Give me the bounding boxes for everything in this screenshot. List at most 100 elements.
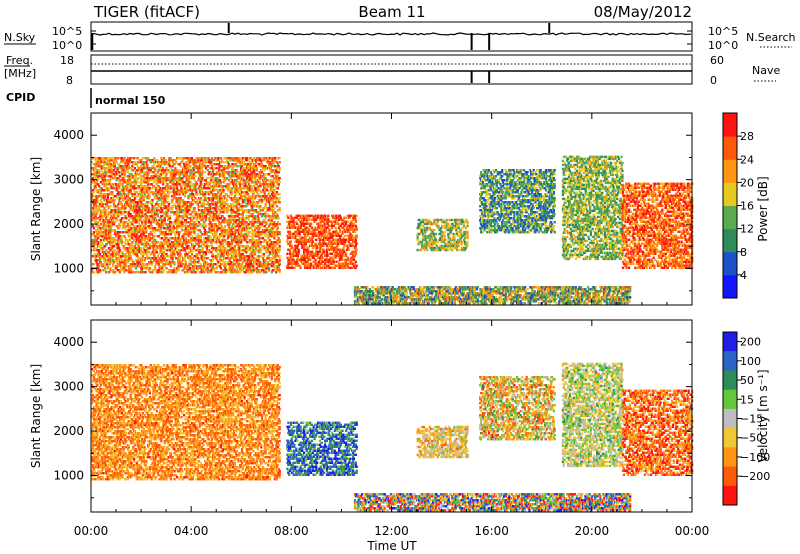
noise-right-tick-low: 10^0 xyxy=(708,39,738,52)
heatmap-cell xyxy=(203,203,205,205)
heatmap-cell xyxy=(93,227,95,229)
heatmap-cell xyxy=(93,191,95,193)
freq-panel: Freq. [MHz] 18 8 60 0 Nave xyxy=(4,54,780,87)
beam-title: Beam 11 xyxy=(358,3,425,21)
heatmap-cell xyxy=(113,245,115,247)
heatmap-cell xyxy=(135,271,137,273)
heatmap-cell xyxy=(237,171,239,173)
heatmap-cell xyxy=(93,231,95,233)
heatmap-cell xyxy=(140,247,142,249)
heatmap-cell xyxy=(220,181,222,183)
heatmap-cell xyxy=(180,165,182,167)
heatmap-cell xyxy=(265,173,267,175)
heatmap-cell xyxy=(123,245,125,247)
heatmap-cell xyxy=(93,271,95,273)
heatmap-cell xyxy=(152,199,154,201)
heatmap-cell xyxy=(259,205,261,207)
heatmap-cell xyxy=(205,225,207,227)
heatmap-cell xyxy=(125,217,127,219)
heatmap-cell xyxy=(118,171,120,173)
heatmap-cell xyxy=(153,157,155,159)
heatmap-cell xyxy=(109,267,111,269)
heatmap-cell xyxy=(173,253,175,255)
heatmap-cell xyxy=(145,271,147,273)
heatmap-cell xyxy=(114,199,116,201)
heatmap-cell xyxy=(96,259,98,261)
heatmap-cell xyxy=(249,235,251,237)
heatmap-cell xyxy=(169,215,171,217)
heatmap-cell xyxy=(105,271,107,273)
nave-label: Nave xyxy=(752,64,780,77)
heatmap-cell xyxy=(123,157,125,159)
heatmap-cell xyxy=(119,225,121,227)
freq-right-tick-high: 60 xyxy=(710,54,724,67)
heatmap-cell xyxy=(145,229,147,231)
heatmap-cell xyxy=(263,253,265,255)
power-heatmap xyxy=(91,156,693,305)
heatmap-cell xyxy=(201,169,203,171)
heatmap-cell xyxy=(168,203,170,205)
heatmap-cell xyxy=(223,189,225,191)
heatmap-cell xyxy=(204,171,206,173)
heatmap-cell xyxy=(113,187,115,189)
heatmap-cell xyxy=(98,169,100,171)
heatmap-cell xyxy=(192,203,194,205)
freq-left-label-1: Freq. xyxy=(6,54,33,67)
cpid-label: CPID xyxy=(6,91,35,104)
heatmap-cell xyxy=(187,217,189,219)
heatmap-cell xyxy=(119,231,121,233)
heatmap-cell xyxy=(99,253,101,255)
heatmap-cell xyxy=(195,211,197,213)
heatmap-cell xyxy=(154,235,156,237)
heatmap-cell xyxy=(196,183,198,185)
noise-left-tick-high: 10^5 xyxy=(52,25,82,38)
noise-left-label: N.Sky xyxy=(4,31,36,44)
heatmap-cell xyxy=(207,165,209,167)
heatmap-cell xyxy=(163,269,165,271)
heatmap-cell xyxy=(189,165,191,167)
freq-left-label-2: [MHz] xyxy=(4,67,36,80)
noise-right-tick-high: 10^5 xyxy=(708,25,738,38)
station-title: TIGER (fitACF) xyxy=(93,3,200,21)
heatmap-cell xyxy=(196,193,198,195)
heatmap-cell xyxy=(157,213,159,215)
heatmap-cell xyxy=(237,165,239,167)
heatmap-cell xyxy=(170,191,172,193)
heatmap-cell xyxy=(166,267,168,269)
heatmap-cell xyxy=(130,269,132,271)
freq-left-tick-high: 18 xyxy=(60,54,74,67)
heatmap-cell xyxy=(185,261,187,263)
heatmap-cell xyxy=(265,271,267,273)
heatmap-cell xyxy=(223,161,225,163)
heatmap-cell xyxy=(260,241,262,243)
heatmap-cell xyxy=(93,263,95,265)
heatmap-cell xyxy=(105,209,107,211)
heatmap-cell xyxy=(256,167,258,169)
heatmap-cell xyxy=(224,225,226,227)
heatmap-cell xyxy=(102,203,104,205)
heatmap-cell xyxy=(173,261,175,263)
freq-right-tick-low: 0 xyxy=(710,74,717,87)
heatmap-cell xyxy=(260,249,262,251)
heatmap-cell xyxy=(244,255,246,257)
heatmap-cell xyxy=(97,199,99,201)
noise-line xyxy=(91,33,691,35)
heatmap-cell xyxy=(149,195,151,197)
heatmap-cell xyxy=(209,235,211,237)
heatmap-cell xyxy=(138,181,140,183)
heatmap-cell xyxy=(173,227,175,229)
heatmap-cell xyxy=(121,235,123,237)
heatmap-cell xyxy=(226,199,228,201)
heatmap-cell xyxy=(181,229,183,231)
heatmap-cell xyxy=(217,157,219,159)
heatmap-cell xyxy=(200,197,202,199)
heatmap-cell xyxy=(125,265,127,267)
heatmap-cell xyxy=(231,193,233,195)
heatmap-cell xyxy=(194,175,196,177)
noise-right-label: N.Search xyxy=(746,31,796,44)
heatmap-cell xyxy=(206,177,208,179)
heatmap-cell xyxy=(116,219,118,221)
heatmap-cell xyxy=(146,163,148,165)
cpid-mode: normal 150 xyxy=(95,94,166,107)
freq-left-tick-low: 8 xyxy=(66,74,73,87)
